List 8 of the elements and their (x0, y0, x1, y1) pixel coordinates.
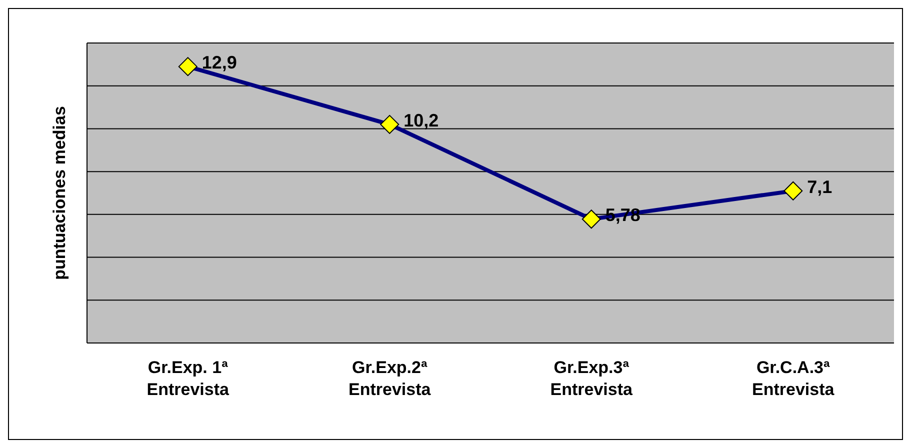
y-axis-title: puntuaciones medias (50, 106, 70, 280)
data-label: 10,2 (404, 110, 439, 130)
x-tick-label: Gr.Exp.2ª Entrevista (348, 358, 432, 399)
x-tick-label: Gr.Exp. 1ª Entrevista (146, 358, 230, 399)
x-tick-label: Gr.C.A.3ª Entrevista (752, 358, 835, 399)
data-label: 12,9 (202, 52, 237, 73)
x-tick-label: Gr.Exp.3ª Entrevista (550, 358, 634, 399)
data-label: 7,1 (807, 176, 832, 197)
